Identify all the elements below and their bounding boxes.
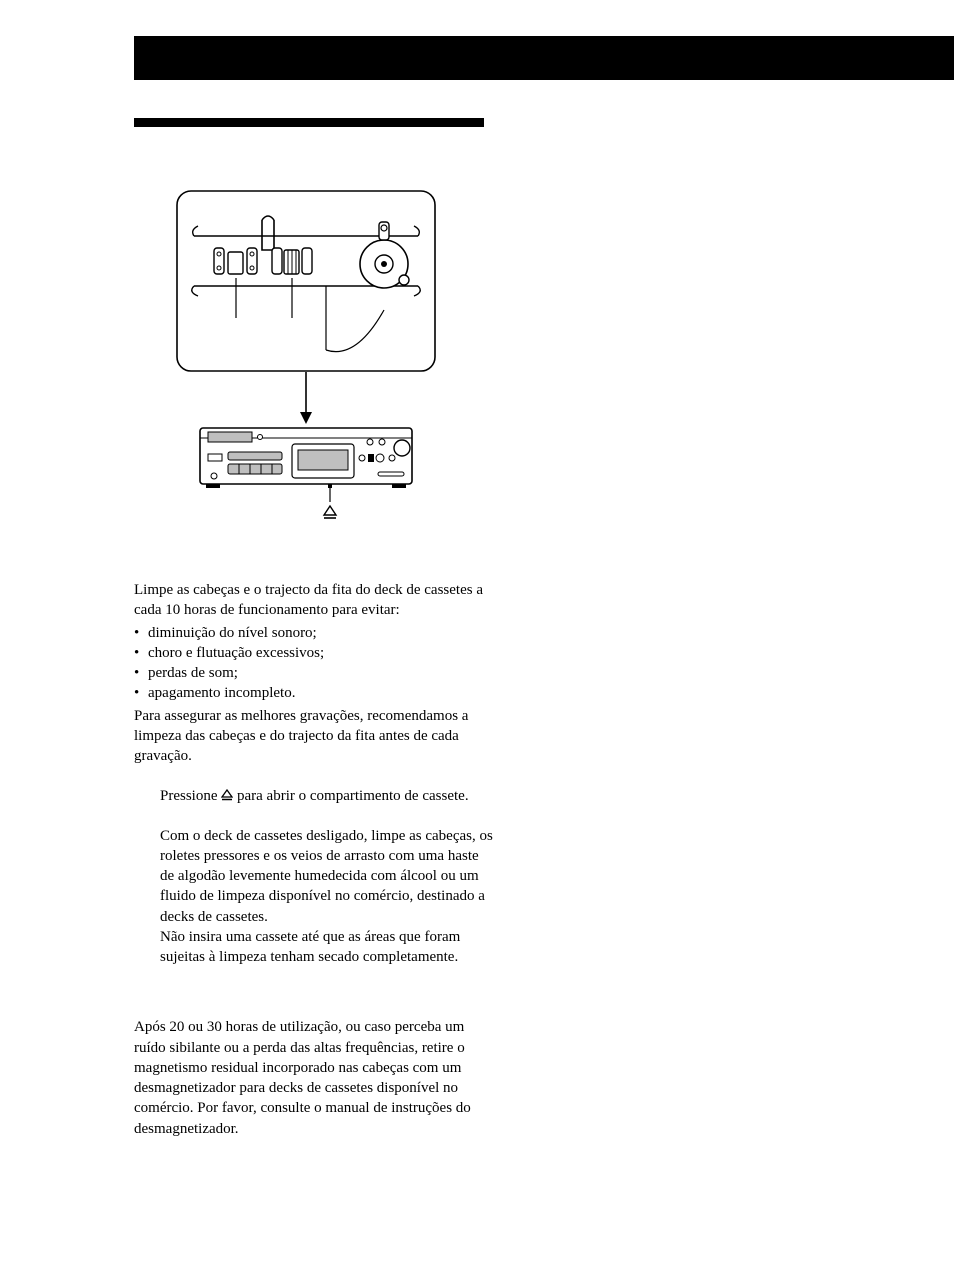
step-2-p2: Não insira uma cassete até que as áreas … bbox=[160, 927, 494, 968]
eject-icon bbox=[221, 787, 233, 807]
step-1-after: para abrir o compartimento de cassete. bbox=[233, 788, 468, 804]
diagram-svg bbox=[176, 190, 436, 530]
step-2-p1: Com o deck de cassetes desligado, limpe … bbox=[160, 826, 494, 927]
section-rule bbox=[134, 118, 484, 127]
page: Limpe as cabeças e o trajecto da fita do… bbox=[0, 0, 954, 1272]
step-1-before: Pressione bbox=[160, 788, 221, 804]
demagnetize-text: Após 20 ou 30 horas de utilização, ou ca… bbox=[134, 1017, 494, 1139]
bullet-item: choro e flutuação excessivos; bbox=[134, 643, 494, 663]
after-bullets-text: Para assegurar as melhores gravações, re… bbox=[134, 706, 494, 767]
bullet-item: diminuição do nível sonoro; bbox=[134, 623, 494, 643]
cleaning-diagram bbox=[176, 190, 436, 530]
header-black-band bbox=[134, 36, 954, 80]
content-column: Limpe as cabeças e o trajecto da fita do… bbox=[134, 190, 494, 1139]
steps: Pressione para abrir o compartimento de … bbox=[134, 786, 494, 967]
intro-text: Limpe as cabeças e o trajecto da fita do… bbox=[134, 580, 494, 621]
bullet-item: perdas de som; bbox=[134, 663, 494, 683]
step-2: Com o deck de cassetes desligado, limpe … bbox=[160, 826, 494, 968]
bullet-item: apagamento incompleto. bbox=[134, 683, 494, 703]
step-1: Pressione para abrir o compartimento de … bbox=[160, 786, 494, 807]
bullet-list: diminuição do nível sonoro; choro e flut… bbox=[134, 623, 494, 704]
